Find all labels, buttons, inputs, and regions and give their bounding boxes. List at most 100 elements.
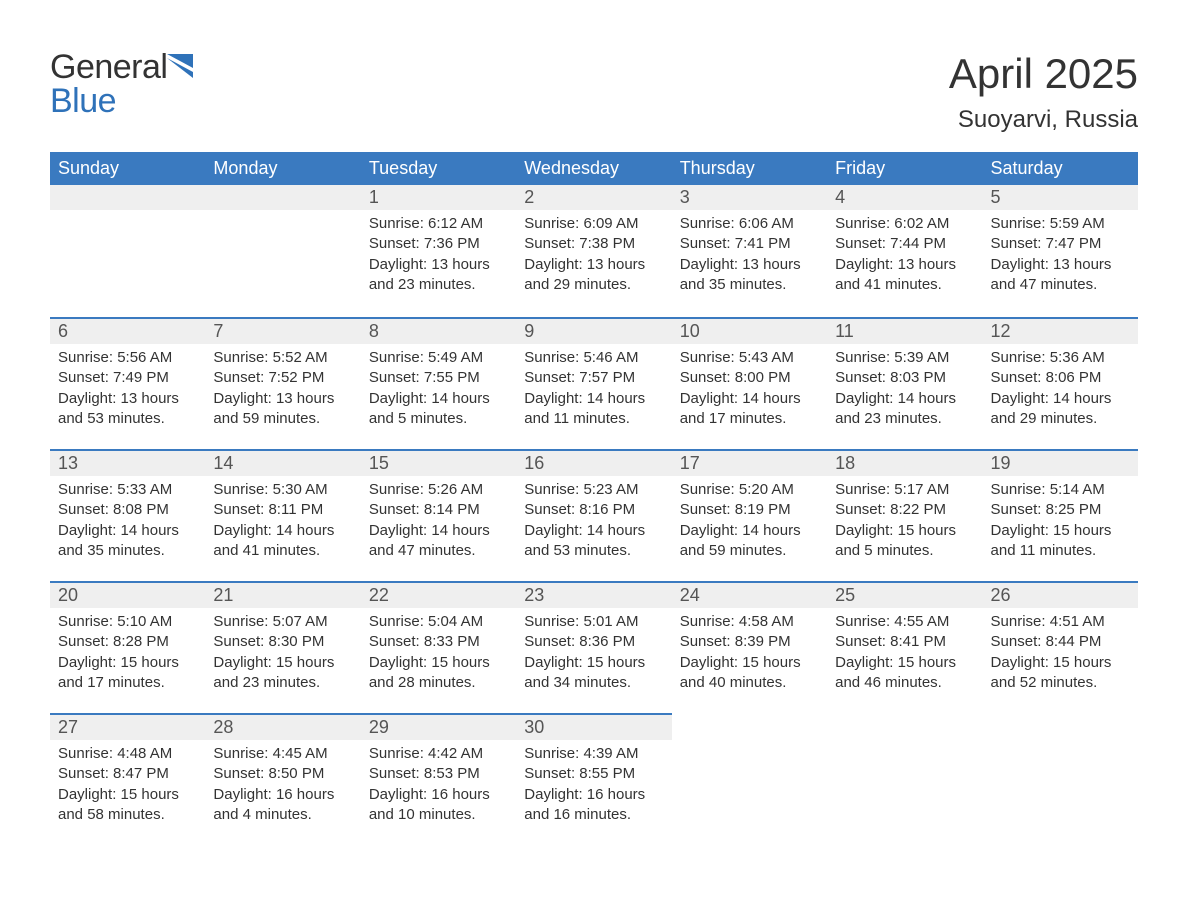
calendar-day: 12Sunrise: 5:36 AMSunset: 8:06 PMDayligh…	[983, 317, 1138, 449]
header: General Blue April 2025 Suoyarvi, Russia	[50, 50, 1138, 134]
day-details: Sunrise: 6:02 AMSunset: 7:44 PMDaylight:…	[827, 210, 982, 299]
flag-icon	[167, 54, 203, 87]
calendar-day: 24 Sunrise: 4:58 AMSunset: 8:39 PMDayligh…	[672, 581, 827, 713]
calendar-day: 28Sunrise: 4:45 AMSunset: 8:50 PMDayligh…	[205, 713, 360, 845]
sunrise-line: Sunrise: 4:58 AM	[680, 612, 819, 632]
sunset-line: Sunset: 8:44 PM	[991, 632, 1130, 652]
daylight-line: Daylight: 13 hours and 41 minutes.	[835, 255, 974, 296]
sunrise-line: Sunrise: 5:30 AM	[213, 480, 352, 500]
day-number: 21	[205, 581, 360, 608]
day-details: Sunrise: 5:01 AMSunset: 8:36 PMDaylight:…	[516, 608, 671, 697]
calendar-day: 26Sunrise: 4:51 AMSunset: 8:44 PMDayligh…	[983, 581, 1138, 713]
day-number-empty	[205, 185, 360, 210]
sunset-line: Sunset: 8:22 PM	[835, 500, 974, 520]
day-details: Sunrise: 5:36 AMSunset: 8:06 PMDaylight:…	[983, 344, 1138, 433]
day-number: 8	[361, 317, 516, 344]
daylight-line: Daylight: 14 hours and 35 minutes.	[58, 521, 197, 562]
sunset-line: Sunset: 8:14 PM	[369, 500, 508, 520]
calendar-day-empty	[983, 713, 1138, 845]
day-header: Tuesday	[361, 152, 516, 185]
daylight-line: Daylight: 15 hours and 28 minutes.	[369, 653, 508, 694]
day-number: 17	[672, 449, 827, 476]
day-number: 27	[50, 713, 205, 740]
sunset-line: Sunset: 8:55 PM	[524, 764, 663, 784]
day-details: Sunrise: 4:39 AMSunset: 8:55 PMDaylight:…	[516, 740, 671, 829]
calendar-day-empty	[50, 185, 205, 317]
sunset-line: Sunset: 8:11 PM	[213, 500, 352, 520]
calendar-day: 15Sunrise: 5:26 AMSunset: 8:14 PMDayligh…	[361, 449, 516, 581]
day-details: Sunrise: 5:46 AMSunset: 7:57 PMDaylight:…	[516, 344, 671, 433]
sunrise-line: Sunrise: 5:14 AM	[991, 480, 1130, 500]
calendar-day: 4Sunrise: 6:02 AMSunset: 7:44 PMDaylight…	[827, 185, 982, 317]
day-number: 15	[361, 449, 516, 476]
day-number: 9	[516, 317, 671, 344]
calendar-day: 2Sunrise: 6:09 AMSunset: 7:38 PMDaylight…	[516, 185, 671, 317]
calendar-day: 27Sunrise: 4:48 AMSunset: 8:47 PMDayligh…	[50, 713, 205, 845]
day-number: 30	[516, 713, 671, 740]
day-number-empty	[50, 185, 205, 210]
day-details: Sunrise: 5:33 AMSunset: 8:08 PMDaylight:…	[50, 476, 205, 565]
sunset-line: Sunset: 7:38 PM	[524, 234, 663, 254]
sunrise-line: Sunrise: 6:09 AM	[524, 214, 663, 234]
daylight-line: Daylight: 14 hours and 29 minutes.	[991, 389, 1130, 430]
calendar-day: 3Sunrise: 6:06 AMSunset: 7:41 PMDaylight…	[672, 185, 827, 317]
page-subtitle: Suoyarvi, Russia	[949, 106, 1138, 134]
sunrise-line: Sunrise: 6:02 AM	[835, 214, 974, 234]
daylight-line: Daylight: 14 hours and 17 minutes.	[680, 389, 819, 430]
calendar-day: 10Sunrise: 5:43 AMSunset: 8:00 PMDayligh…	[672, 317, 827, 449]
day-details: Sunrise: 6:09 AMSunset: 7:38 PMDaylight:…	[516, 210, 671, 299]
calendar-day: 6Sunrise: 5:56 AMSunset: 7:49 PMDaylight…	[50, 317, 205, 449]
sunrise-line: Sunrise: 4:39 AM	[524, 744, 663, 764]
day-header: Sunday	[50, 152, 205, 185]
day-number: 6	[50, 317, 205, 344]
day-header-row: SundayMondayTuesdayWednesdayThursdayFrid…	[50, 152, 1138, 185]
sunset-line: Sunset: 7:52 PM	[213, 368, 352, 388]
logo-word-blue: Blue	[50, 82, 116, 120]
sunrise-line: Sunrise: 5:43 AM	[680, 348, 819, 368]
day-number: 14	[205, 449, 360, 476]
day-number: 7	[205, 317, 360, 344]
sunset-line: Sunset: 8:00 PM	[680, 368, 819, 388]
calendar-day-empty	[672, 713, 827, 845]
calendar-day: 13Sunrise: 5:33 AMSunset: 8:08 PMDayligh…	[50, 449, 205, 581]
day-details: Sunrise: 5:52 AMSunset: 7:52 PMDaylight:…	[205, 344, 360, 433]
sunset-line: Sunset: 8:39 PM	[680, 632, 819, 652]
calendar-week: 13Sunrise: 5:33 AMSunset: 8:08 PMDayligh…	[50, 449, 1138, 581]
daylight-line: Daylight: 13 hours and 59 minutes.	[213, 389, 352, 430]
daylight-line: Daylight: 14 hours and 11 minutes.	[524, 389, 663, 430]
calendar-day: 11Sunrise: 5:39 AMSunset: 8:03 PMDayligh…	[827, 317, 982, 449]
calendar-table: SundayMondayTuesdayWednesdayThursdayFrid…	[50, 152, 1138, 845]
sunset-line: Sunset: 8:25 PM	[991, 500, 1130, 520]
daylight-line: Daylight: 14 hours and 53 minutes.	[524, 521, 663, 562]
day-number: 24	[672, 581, 827, 608]
daylight-line: Daylight: 15 hours and 40 minutes.	[680, 653, 819, 694]
calendar-day: 22Sunrise: 5:04 AMSunset: 8:33 PMDayligh…	[361, 581, 516, 713]
calendar-day: 23Sunrise: 5:01 AMSunset: 8:36 PMDayligh…	[516, 581, 671, 713]
sunset-line: Sunset: 7:36 PM	[369, 234, 508, 254]
day-number: 18	[827, 449, 982, 476]
calendar-day: 25Sunrise: 4:55 AMSunset: 8:41 PMDayligh…	[827, 581, 982, 713]
day-number: 4	[827, 185, 982, 210]
day-details: Sunrise: 4:55 AMSunset: 8:41 PMDaylight:…	[827, 608, 982, 697]
day-header: Thursday	[672, 152, 827, 185]
day-number: 20	[50, 581, 205, 608]
logo-word-general: General	[50, 48, 167, 86]
daylight-line: Daylight: 14 hours and 59 minutes.	[680, 521, 819, 562]
sunset-line: Sunset: 8:08 PM	[58, 500, 197, 520]
calendar-day: 21Sunrise: 5:07 AMSunset: 8:30 PMDayligh…	[205, 581, 360, 713]
sunrise-line: Sunrise: 4:55 AM	[835, 612, 974, 632]
calendar-day-empty	[205, 185, 360, 317]
sunset-line: Sunset: 8:36 PM	[524, 632, 663, 652]
sunset-line: Sunset: 8:47 PM	[58, 764, 197, 784]
calendar-day: 20Sunrise: 5:10 AMSunset: 8:28 PMDayligh…	[50, 581, 205, 713]
calendar-day: 30Sunrise: 4:39 AMSunset: 8:55 PMDayligh…	[516, 713, 671, 845]
day-details: Sunrise: 4:51 AMSunset: 8:44 PMDaylight:…	[983, 608, 1138, 697]
calendar-day: 16Sunrise: 5:23 AMSunset: 8:16 PMDayligh…	[516, 449, 671, 581]
sunrise-line: Sunrise: 5:56 AM	[58, 348, 197, 368]
day-details: Sunrise: 5:26 AMSunset: 8:14 PMDaylight:…	[361, 476, 516, 565]
sunrise-line: Sunrise: 5:07 AM	[213, 612, 352, 632]
daylight-line: Daylight: 15 hours and 5 minutes.	[835, 521, 974, 562]
day-number: 12	[983, 317, 1138, 344]
sunset-line: Sunset: 8:53 PM	[369, 764, 508, 784]
day-details: Sunrise: 5:04 AMSunset: 8:33 PMDaylight:…	[361, 608, 516, 697]
